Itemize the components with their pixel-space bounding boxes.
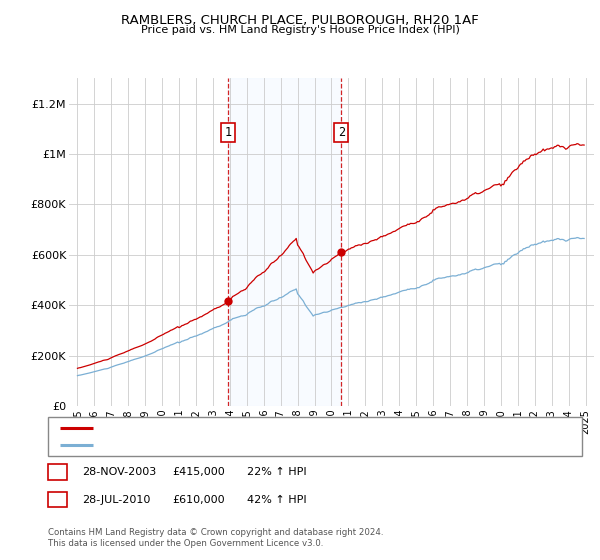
Text: 1: 1	[224, 126, 232, 139]
Text: Contains HM Land Registry data © Crown copyright and database right 2024.
This d: Contains HM Land Registry data © Crown c…	[48, 528, 383, 548]
Bar	[228, 78, 341, 406]
Text: £415,000: £415,000	[172, 467, 225, 477]
Text: 28-JUL-2010: 28-JUL-2010	[82, 494, 151, 505]
Text: RAMBLERS, CHURCH PLACE, PULBOROUGH, RH20 1AF (detached house): RAMBLERS, CHURCH PLACE, PULBOROUGH, RH20…	[99, 423, 475, 433]
Text: RAMBLERS, CHURCH PLACE, PULBOROUGH, RH20 1AF: RAMBLERS, CHURCH PLACE, PULBOROUGH, RH20…	[121, 14, 479, 27]
Text: 1: 1	[54, 467, 61, 477]
Text: 42% ↑ HPI: 42% ↑ HPI	[247, 494, 307, 505]
Text: Price paid vs. HM Land Registry's House Price Index (HPI): Price paid vs. HM Land Registry's House …	[140, 25, 460, 35]
Text: 22% ↑ HPI: 22% ↑ HPI	[247, 467, 307, 477]
Text: HPI: Average price, detached house, Horsham: HPI: Average price, detached house, Hors…	[99, 440, 339, 450]
Text: £610,000: £610,000	[172, 494, 225, 505]
Text: 2: 2	[338, 126, 345, 139]
Text: 2: 2	[54, 494, 61, 505]
Text: 28-NOV-2003: 28-NOV-2003	[82, 467, 157, 477]
